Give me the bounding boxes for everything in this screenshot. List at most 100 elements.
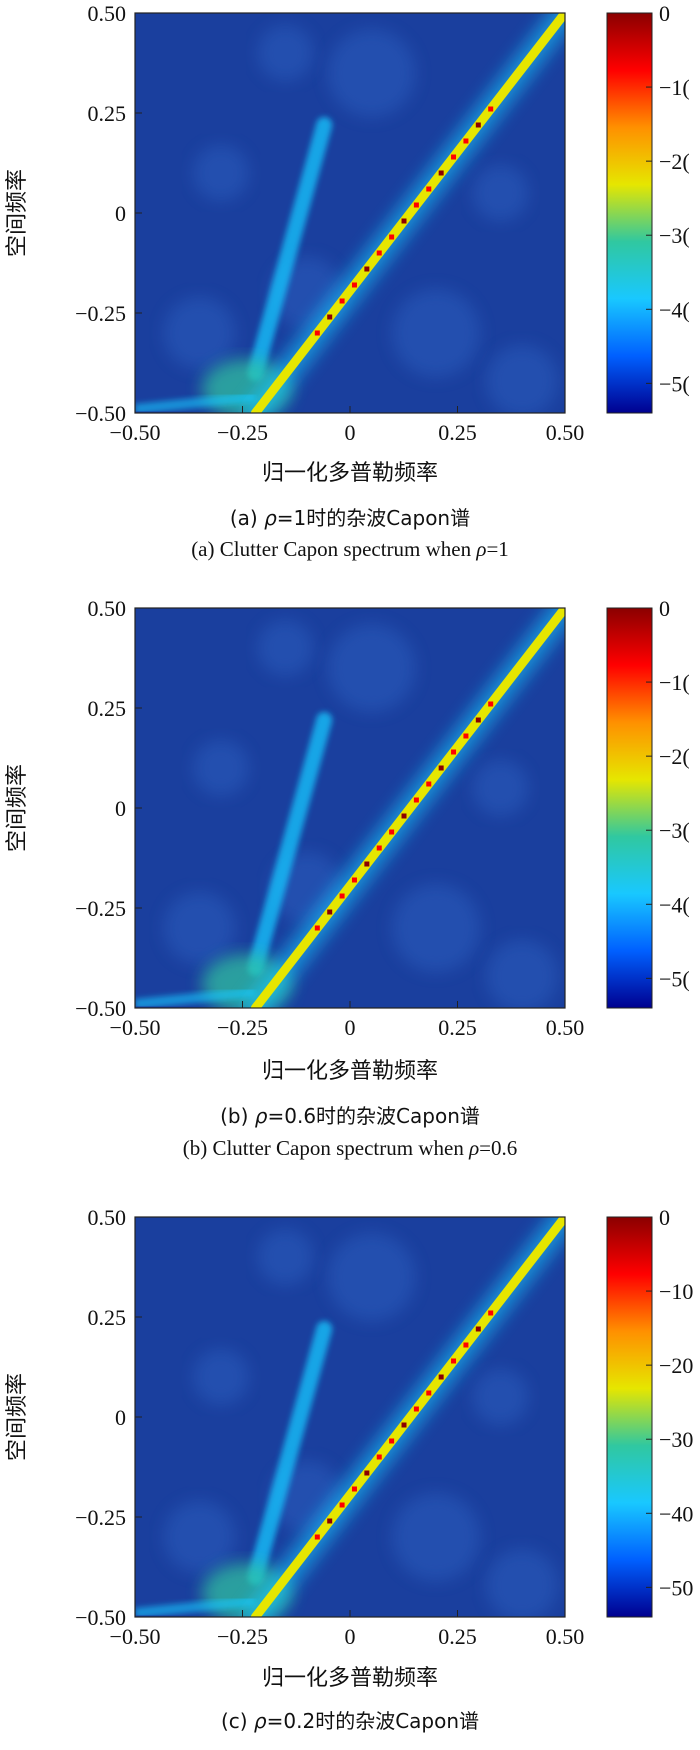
ridge-peak-point (488, 1310, 494, 1316)
ridge-peak-point (389, 234, 395, 240)
sidelobe-blob (257, 25, 314, 81)
sidelobe-blob (327, 29, 416, 117)
y-tick-label: 0.50 (88, 1, 127, 26)
ridge-peak-point (351, 282, 357, 288)
ridge-peak-point (426, 781, 432, 787)
y-tick-label: 0.50 (88, 1205, 127, 1230)
ridge-peak-point (413, 797, 419, 803)
y-axis-label: 空间频率 (5, 764, 30, 852)
ridge-peak-point (327, 314, 333, 320)
sidelobe-blob (486, 1549, 558, 1617)
ridge-peak-point (451, 1358, 457, 1364)
ridge-peak-point (376, 1454, 382, 1460)
colorbar-tick-label: −2( (659, 149, 690, 174)
y-tick-label: 0 (115, 201, 126, 226)
x-tick-label: 0 (345, 420, 356, 445)
ridge-peak-point (339, 1502, 345, 1508)
bottom-streak (135, 392, 256, 413)
caption-cn: (a) ρ=1时的杂波Capon谱 (230, 506, 470, 530)
y-tick-label: 0 (115, 796, 126, 821)
ridge-peak-point (438, 765, 444, 771)
colorbar-tick-label: 0 (659, 1205, 670, 1230)
y-tick-label: 0.25 (88, 1305, 127, 1330)
x-tick-label: −0.50 (110, 1624, 161, 1649)
ridge-peak-point (475, 122, 481, 128)
colorbar (606, 607, 653, 1009)
ridge-peak-point (364, 1470, 370, 1476)
ridge-peak-point (463, 733, 469, 739)
x-tick-label: 0.25 (438, 1015, 477, 1040)
y-tick-label: −0.25 (75, 1505, 126, 1530)
bottom-streak (135, 987, 256, 1008)
sidelobe-blob (392, 1493, 480, 1581)
clutter-ridge (250, 13, 565, 413)
colorbar-tick-label: −4( (659, 297, 690, 322)
y-tick-label: 0.25 (88, 696, 127, 721)
ridge-peak-point (475, 1326, 481, 1332)
ridge-peak-point (426, 1390, 432, 1396)
y-tick-label: 0 (115, 1405, 126, 1430)
ridge-peak-point (364, 861, 370, 867)
y-tick-label: −0.50 (75, 401, 126, 426)
ridge-peak-point (451, 154, 457, 160)
x-tick-label: 0.25 (438, 420, 477, 445)
secondary-branch (247, 712, 333, 976)
x-tick-label: −0.25 (217, 420, 268, 445)
ridge-peak-point (401, 218, 407, 224)
ridge-peak-point (401, 1422, 407, 1428)
sidelobe-blob (472, 165, 529, 221)
ridge-peak-point (376, 250, 382, 256)
ridge-peak-point (339, 298, 345, 304)
x-axis-label: 归一化多普勒频率 (262, 461, 438, 486)
colorbar-tick-label: −4( (659, 892, 690, 917)
ridge-peak-point (463, 138, 469, 144)
colorbar-tick-label: −5( (659, 371, 690, 396)
sidelobe-blob (193, 1349, 249, 1405)
ridge-peak-point (351, 877, 357, 883)
sidelobe-blob (392, 289, 480, 377)
x-tick-label: 0.50 (546, 1015, 585, 1040)
sidelobe-blob (327, 1233, 416, 1321)
panel-a: −0.50 −0.25 0 0.25 0.50 −0.50 −0.25 0 0.25 0.50 归一… (5, 1, 690, 561)
heatmap-area (135, 13, 565, 413)
sidelobe-blob (486, 345, 558, 413)
clutter-ridge (250, 608, 565, 1008)
ridge-peak-point (327, 909, 333, 915)
x-tick-label: 0 (345, 1624, 356, 1649)
y-axis-label: 空间频率 (5, 169, 30, 257)
ridge-peak-point (438, 1374, 444, 1380)
x-tick-label: 0.50 (546, 1624, 585, 1649)
heatmap-area (135, 608, 565, 1008)
x-tick-label: −0.25 (217, 1015, 268, 1040)
ridge-peak-point (488, 106, 494, 112)
ridge-peak-point (389, 829, 395, 835)
colorbar-tick-label: −1( (659, 75, 690, 100)
secondary-branch (247, 117, 333, 381)
ridge-peak-point (413, 202, 419, 208)
colorbar-tick-label: −40 (659, 1501, 693, 1526)
x-tick-label: −0.25 (217, 1624, 268, 1649)
bottom-streak (135, 1596, 256, 1617)
heatmap-area (135, 1217, 565, 1617)
colorbar-tick-label: −2( (659, 744, 690, 769)
secondary-branch (247, 1321, 333, 1585)
caption-cn: (c) ρ=0.2时的杂波Capon谱 (221, 1709, 479, 1733)
ridge-peak-point (351, 1486, 357, 1492)
y-tick-label: −0.50 (75, 996, 126, 1021)
sidelobe-blob (163, 297, 236, 369)
colorbar-tick-label: −3( (659, 223, 690, 248)
colorbar (606, 12, 653, 414)
colorbar-tick-label: −30 (659, 1427, 693, 1452)
colorbar-tick-label: −1( (659, 670, 690, 695)
sidelobe-blob (327, 624, 416, 712)
ridge-peak-point (426, 186, 432, 192)
x-tick-label: −0.50 (110, 420, 161, 445)
panel-b: −0.50 −0.25 0 0.25 0.50 −0.50 −0.25 0 0.25 0.50 归一… (5, 596, 690, 1160)
ridge-peak-point (376, 845, 382, 851)
colorbar (606, 1216, 653, 1618)
ridge-peak-point (451, 749, 457, 755)
x-tick-label: 0.25 (438, 1624, 477, 1649)
sidelobe-blob (472, 760, 529, 816)
y-tick-label: −0.50 (75, 1605, 126, 1630)
x-axis-label: 归一化多普勒频率 (262, 1059, 438, 1084)
